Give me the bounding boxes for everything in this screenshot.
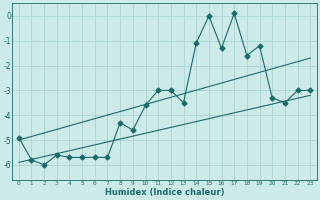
X-axis label: Humidex (Indice chaleur): Humidex (Indice chaleur) xyxy=(105,188,224,197)
